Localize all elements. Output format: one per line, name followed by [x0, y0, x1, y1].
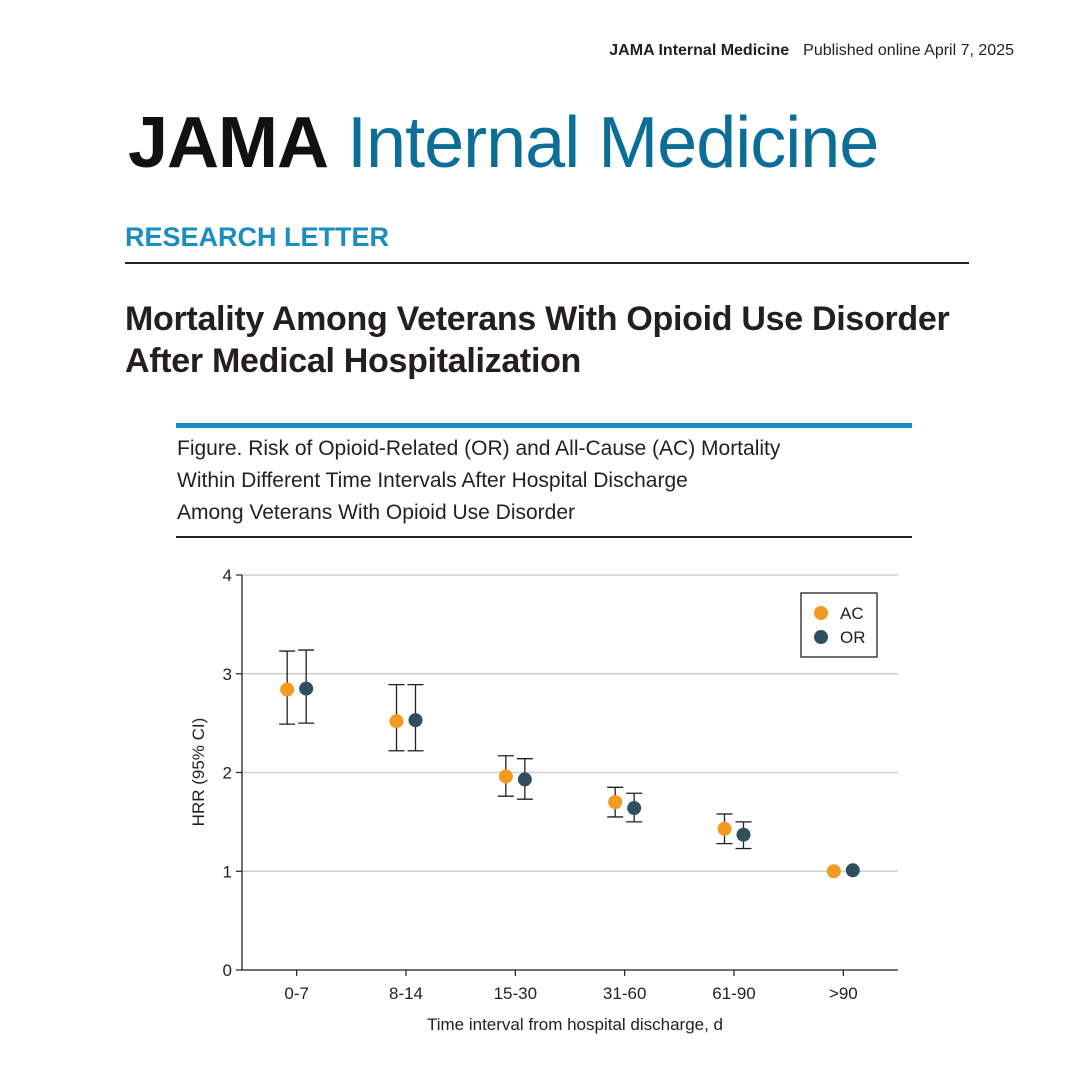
x-tick-label: 61-90	[712, 984, 755, 1003]
data-point-or	[627, 801, 642, 816]
y-tick-label: 1	[223, 862, 232, 881]
figure-caption-line: Among Veterans With Opioid Use Disorder	[177, 501, 576, 524]
legend-label-or: OR	[840, 628, 866, 647]
publication-line: JAMA Internal Medicine Published online A…	[609, 42, 1014, 60]
y-tick-label: 0	[223, 961, 232, 980]
published-date: Published online April 7, 2025	[803, 42, 1014, 59]
masthead-jama: JAMA	[128, 103, 329, 183]
masthead-internal-medicine: Internal Medicine	[347, 103, 879, 183]
figure-caption-line: Within Different Time Intervals After Ho…	[177, 469, 688, 492]
data-point-or	[408, 713, 423, 728]
journal-name: JAMA Internal Medicine	[609, 42, 790, 59]
data-point-ac	[717, 821, 732, 836]
y-tick-label: 2	[223, 764, 232, 783]
data-point-or	[845, 863, 860, 878]
data-point-ac	[608, 795, 623, 810]
y-axis-label: HRR (95% CI)	[189, 718, 208, 827]
x-tick-label: 0-7	[284, 984, 309, 1003]
journal-masthead: JAMA Internal Medicine	[128, 98, 879, 188]
figure-caption-line: Figure. Risk of Opioid-Related (OR) and …	[177, 437, 781, 460]
data-point-or	[299, 681, 314, 696]
x-tick-label: 8-14	[389, 984, 423, 1003]
data-point-ac	[826, 864, 841, 879]
legend-marker-or	[814, 630, 828, 644]
figure-caption: Figure. Risk of Opioid-Related (OR) and …	[177, 433, 907, 529]
data-point-ac	[498, 769, 513, 784]
data-point-ac	[280, 682, 295, 697]
y-tick-label: 4	[223, 566, 232, 585]
figure-accent-bar	[176, 423, 912, 428]
article-title: Mortality Among Veterans With Opioid Use…	[125, 300, 950, 380]
data-point-or	[517, 772, 532, 787]
figure-caption-divider	[176, 536, 912, 538]
x-tick-label: 31-60	[603, 984, 646, 1003]
section-label: RESEARCH LETTER	[125, 222, 390, 252]
y-tick-label: 3	[223, 665, 232, 684]
x-tick-label: 15-30	[494, 984, 537, 1003]
legend-label-ac: AC	[840, 604, 864, 623]
legend-marker-ac	[814, 606, 828, 620]
x-axis-label: Time interval from hospital discharge, d	[427, 1015, 723, 1034]
legend-box	[800, 592, 878, 658]
x-tick-label: >90	[829, 984, 858, 1003]
section-divider	[125, 262, 969, 264]
data-point-ac	[389, 714, 404, 729]
data-point-or	[736, 827, 751, 842]
